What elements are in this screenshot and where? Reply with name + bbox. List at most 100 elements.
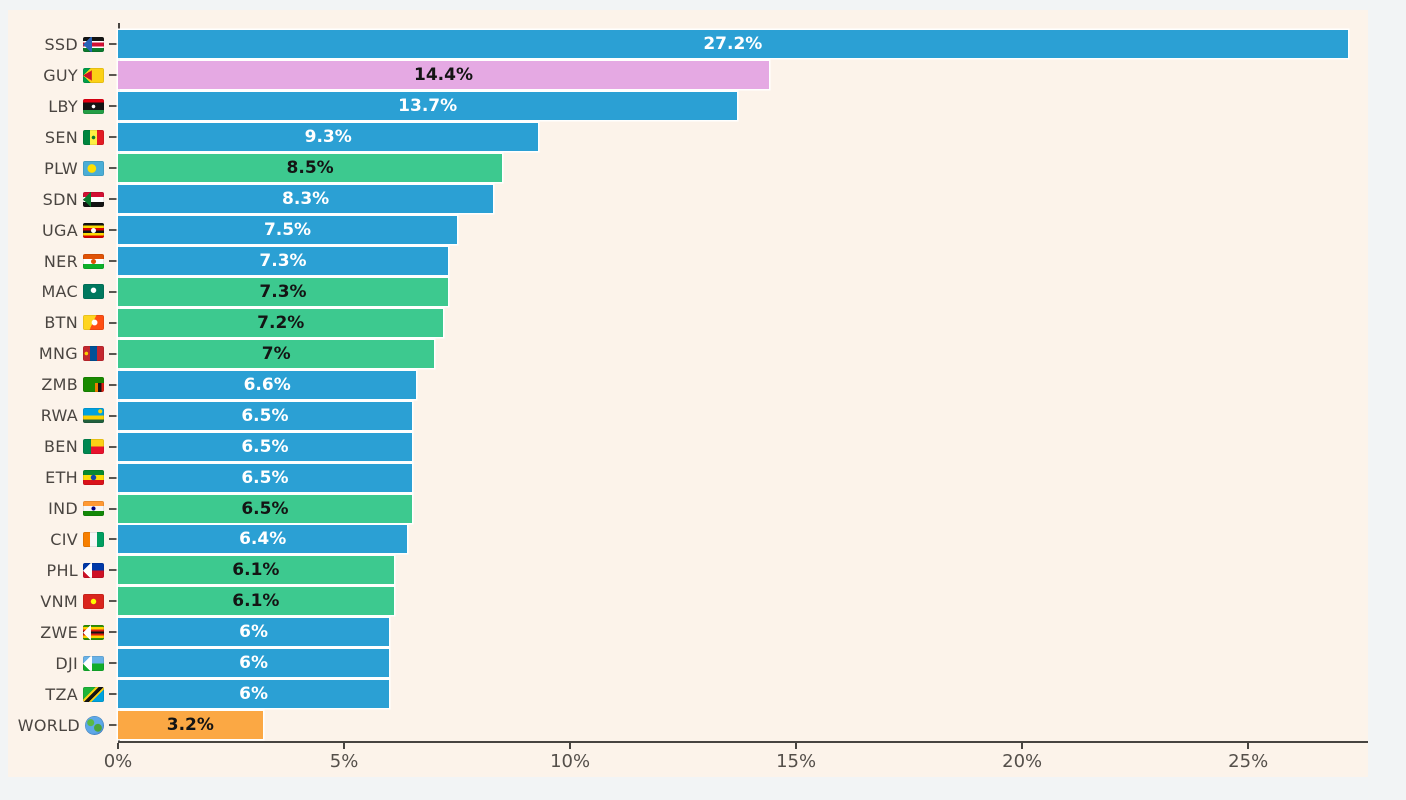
y-axis-tick xyxy=(109,724,118,727)
y-axis-label: BEN xyxy=(8,437,118,456)
y-axis-label: ZMB xyxy=(8,375,118,394)
flag-mng-icon xyxy=(83,346,104,362)
bar-eth[interactable]: 6.5% xyxy=(118,463,412,492)
bar-ben[interactable]: 6.5% xyxy=(118,432,412,461)
bar-civ[interactable]: 6.4% xyxy=(118,525,408,554)
chart-row-sen: SEN 9.3% xyxy=(8,122,1368,153)
chart-row-guy: GUY 14.4% xyxy=(8,60,1368,91)
country-code-label: MNG xyxy=(38,344,78,364)
y-axis-tick xyxy=(109,43,118,46)
country-code-label: CIV xyxy=(50,529,78,549)
bar-uga[interactable]: 7.5% xyxy=(118,216,458,245)
country-code-label: PHL xyxy=(46,560,78,580)
bar-ssd[interactable]: 27.2% xyxy=(118,30,1348,59)
y-axis-label: ETH xyxy=(8,468,118,487)
bar-zone: 6.5% xyxy=(118,462,1368,493)
y-axis-tick xyxy=(109,693,118,696)
bar-value-label: 6.1% xyxy=(232,591,280,612)
chart-row-phl: PHL 6.1% xyxy=(8,555,1368,586)
bar-ner[interactable]: 7.3% xyxy=(118,247,449,276)
country-code-label: SDN xyxy=(42,189,78,209)
bar-value-label: 6% xyxy=(239,653,269,674)
country-code-label: LBY xyxy=(48,96,78,116)
flag-lby-icon xyxy=(83,98,104,114)
x-axis-tick-label: 25% xyxy=(1228,751,1269,772)
bar-sdn[interactable]: 8.3% xyxy=(118,185,494,214)
y-axis-label: IND xyxy=(8,499,118,518)
y-axis-tick xyxy=(109,74,118,77)
flag-ind-icon xyxy=(83,501,104,517)
y-axis-tick xyxy=(109,600,118,603)
y-axis-label: PHL xyxy=(8,561,118,580)
y-axis-label: SDN xyxy=(8,190,118,209)
chart-row-world: WORLD 3.2% xyxy=(8,710,1368,741)
country-code-label: GUY xyxy=(43,65,78,85)
bar-lby[interactable]: 13.7% xyxy=(118,92,738,121)
y-axis-tick xyxy=(109,507,118,510)
bar-zone: 8.5% xyxy=(118,153,1368,184)
y-axis-label: DJI xyxy=(8,654,118,673)
bar-zone: 6.6% xyxy=(118,369,1368,400)
bar-zone: 6.5% xyxy=(118,400,1368,431)
chart-row-ind: IND 6.5% xyxy=(8,493,1368,524)
x-axis-tick-label: 20% xyxy=(1002,751,1043,772)
bar-value-label: 6.5% xyxy=(241,467,289,488)
bar-mac[interactable]: 7.3% xyxy=(118,277,449,306)
x-axis-tick-label: 0% xyxy=(103,751,133,772)
country-code-label: PLW xyxy=(44,158,78,178)
bar-phl[interactable]: 6.1% xyxy=(118,556,394,585)
bar-zmb[interactable]: 6.6% xyxy=(118,370,417,399)
bar-zone: 6% xyxy=(118,679,1368,710)
bar-world[interactable]: 3.2% xyxy=(118,711,263,740)
flag-ssd-icon xyxy=(83,36,104,52)
flag-zwe-icon xyxy=(83,624,104,640)
bar-plw[interactable]: 8.5% xyxy=(118,154,503,183)
flag-eth-icon xyxy=(83,470,104,486)
bar-zone: 7.5% xyxy=(118,215,1368,246)
bar-zone: 7.3% xyxy=(118,277,1368,308)
flag-guy-icon xyxy=(83,67,104,83)
y-axis-tick xyxy=(109,414,118,417)
bar-value-label: 27.2% xyxy=(703,34,763,55)
bar-mng[interactable]: 7% xyxy=(118,339,435,368)
bar-sen[interactable]: 9.3% xyxy=(118,123,539,152)
country-code-label: IND xyxy=(48,499,78,519)
flag-tza-icon xyxy=(83,686,104,702)
chart-row-mng: MNG 7% xyxy=(8,338,1368,369)
country-code-label: SSD xyxy=(44,34,78,54)
y-axis-tick xyxy=(109,476,118,479)
y-axis-tick xyxy=(109,352,118,355)
x-axis-tick-label: 10% xyxy=(550,751,591,772)
y-axis-tick xyxy=(109,321,118,324)
bar-btn[interactable]: 7.2% xyxy=(118,308,444,337)
bar-value-label: 6.5% xyxy=(241,498,289,519)
chart-row-tza: TZA 6% xyxy=(8,679,1368,710)
y-axis-label: LBY xyxy=(8,97,118,116)
bar-value-label: 6.5% xyxy=(241,436,289,457)
bar-tza[interactable]: 6% xyxy=(118,680,390,709)
bar-zwe[interactable]: 6% xyxy=(118,618,390,647)
bar-value-label: 6.4% xyxy=(239,529,287,550)
y-axis-tick xyxy=(109,167,118,170)
y-axis-tick xyxy=(109,569,118,572)
flag-sdn-icon xyxy=(83,191,104,207)
bar-dji[interactable]: 6% xyxy=(118,649,390,678)
bar-rwa[interactable]: 6.5% xyxy=(118,401,412,430)
flag-vnm-icon xyxy=(83,593,104,609)
bar-value-label: 6.6% xyxy=(243,374,291,395)
y-axis-tick xyxy=(109,290,118,293)
y-axis-label: MAC xyxy=(8,282,118,301)
bar-zone: 27.2% xyxy=(118,29,1368,60)
country-code-label: UGA xyxy=(42,220,78,240)
bar-ind[interactable]: 6.5% xyxy=(118,494,412,523)
bar-value-label: 6.1% xyxy=(232,560,280,581)
y-axis-label: TZA xyxy=(8,685,118,704)
y-axis-label: UGA xyxy=(8,221,118,240)
chart-row-civ: CIV 6.4% xyxy=(8,524,1368,555)
y-axis-label: RWA xyxy=(8,406,118,425)
bar-vnm[interactable]: 6.1% xyxy=(118,587,394,616)
bar-zone: 6.1% xyxy=(118,586,1368,617)
chart-row-plw: PLW 8.5% xyxy=(8,153,1368,184)
bar-guy[interactable]: 14.4% xyxy=(118,61,769,90)
bar-value-label: 7.3% xyxy=(259,281,307,302)
